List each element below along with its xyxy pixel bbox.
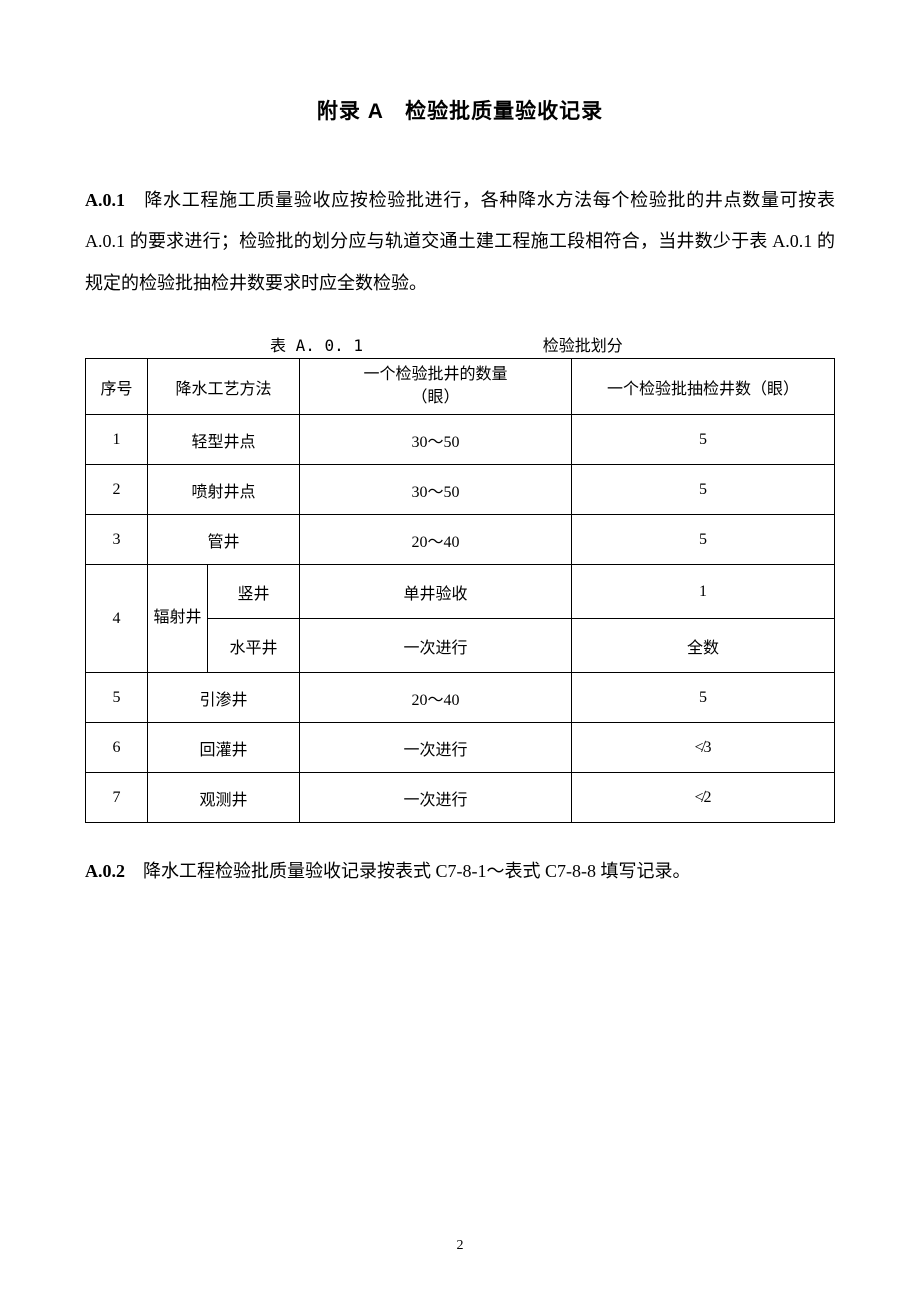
cell-seq: 2 [86, 465, 148, 515]
cell-method: 观测井 [148, 773, 300, 823]
header-qty: 一个检验批井的数量（眼） [300, 359, 572, 415]
table-row: 1 轻型井点 30～50 5 [86, 415, 835, 465]
cell-seq: 6 [86, 723, 148, 773]
cell-seq: 3 [86, 515, 148, 565]
inspection-table: 序号 降水工艺方法 一个检验批井的数量（眼） 一个检验批抽检井数（眼） 1 轻型… [85, 358, 835, 823]
page-number: 2 [0, 1238, 920, 1254]
cell-method: 喷射井点 [148, 465, 300, 515]
cell-method: 引渗井 [148, 673, 300, 723]
cell-qty: 30～50 [300, 415, 572, 465]
cell-qty: 单井验收 [300, 565, 572, 619]
cell-qty: 一次进行 [300, 723, 572, 773]
paragraph-a01: A.0.1 降水工程施工质量验收应按检验批进行，各种降水方法每个检验批的井点数量… [85, 180, 835, 304]
cell-qty: 一次进行 [300, 773, 572, 823]
cell-check: ≮3 [572, 723, 835, 773]
para-label: A.0.2 [85, 861, 125, 881]
table-caption: 表 A. 0. 1 检验批划分 [85, 332, 835, 356]
cell-method-sub: 水平井 [208, 619, 300, 673]
table-row: 7 观测井 一次进行 ≮2 [86, 773, 835, 823]
header-check: 一个检验批抽检井数（眼） [572, 359, 835, 415]
cell-method-sub: 竖井 [208, 565, 300, 619]
table-row: 3 管井 20～40 5 [86, 515, 835, 565]
cell-check: 5 [572, 515, 835, 565]
page-title: 附录 A 检验批质量验收记录 [85, 95, 835, 125]
para-text: 降水工程检验批质量验收记录按表式 C7-8-1～表式 C7-8-8 填写记录。 [125, 861, 691, 881]
table-row: 6 回灌井 一次进行 ≮3 [86, 723, 835, 773]
cell-qty: 20～40 [300, 515, 572, 565]
caption-right: 检验批划分 [543, 332, 623, 356]
table-row: 5 引渗井 20～40 5 [86, 673, 835, 723]
cell-method: 管井 [148, 515, 300, 565]
cell-seq: 7 [86, 773, 148, 823]
caption-left: 表 A. 0. 1 [270, 332, 363, 356]
table-row: 2 喷射井点 30～50 5 [86, 465, 835, 515]
paragraph-a02: A.0.2 降水工程检验批质量验收记录按表式 C7-8-1～表式 C7-8-8 … [85, 851, 835, 892]
cell-method: 回灌井 [148, 723, 300, 773]
cell-check: ≮2 [572, 773, 835, 823]
cell-check: 5 [572, 465, 835, 515]
header-seq: 序号 [86, 359, 148, 415]
cell-method: 轻型井点 [148, 415, 300, 465]
cell-qty: 30～50 [300, 465, 572, 515]
table-row: 4 辐射井 竖井 单井验收 1 [86, 565, 835, 619]
para-text: 降水工程施工质量验收应按检验批进行，各种降水方法每个检验批的井点数量可按表 A.… [85, 190, 835, 293]
cell-check: 5 [572, 415, 835, 465]
cell-check: 全数 [572, 619, 835, 673]
para-label: A.0.1 [85, 190, 125, 210]
cell-qty: 20～40 [300, 673, 572, 723]
cell-method-main: 辐射井 [148, 565, 208, 673]
cell-seq: 5 [86, 673, 148, 723]
table-header-row: 序号 降水工艺方法 一个检验批井的数量（眼） 一个检验批抽检井数（眼） [86, 359, 835, 415]
cell-check: 1 [572, 565, 835, 619]
cell-seq: 4 [86, 565, 148, 673]
cell-seq: 1 [86, 415, 148, 465]
header-method: 降水工艺方法 [148, 359, 300, 415]
cell-qty: 一次进行 [300, 619, 572, 673]
cell-check: 5 [572, 673, 835, 723]
